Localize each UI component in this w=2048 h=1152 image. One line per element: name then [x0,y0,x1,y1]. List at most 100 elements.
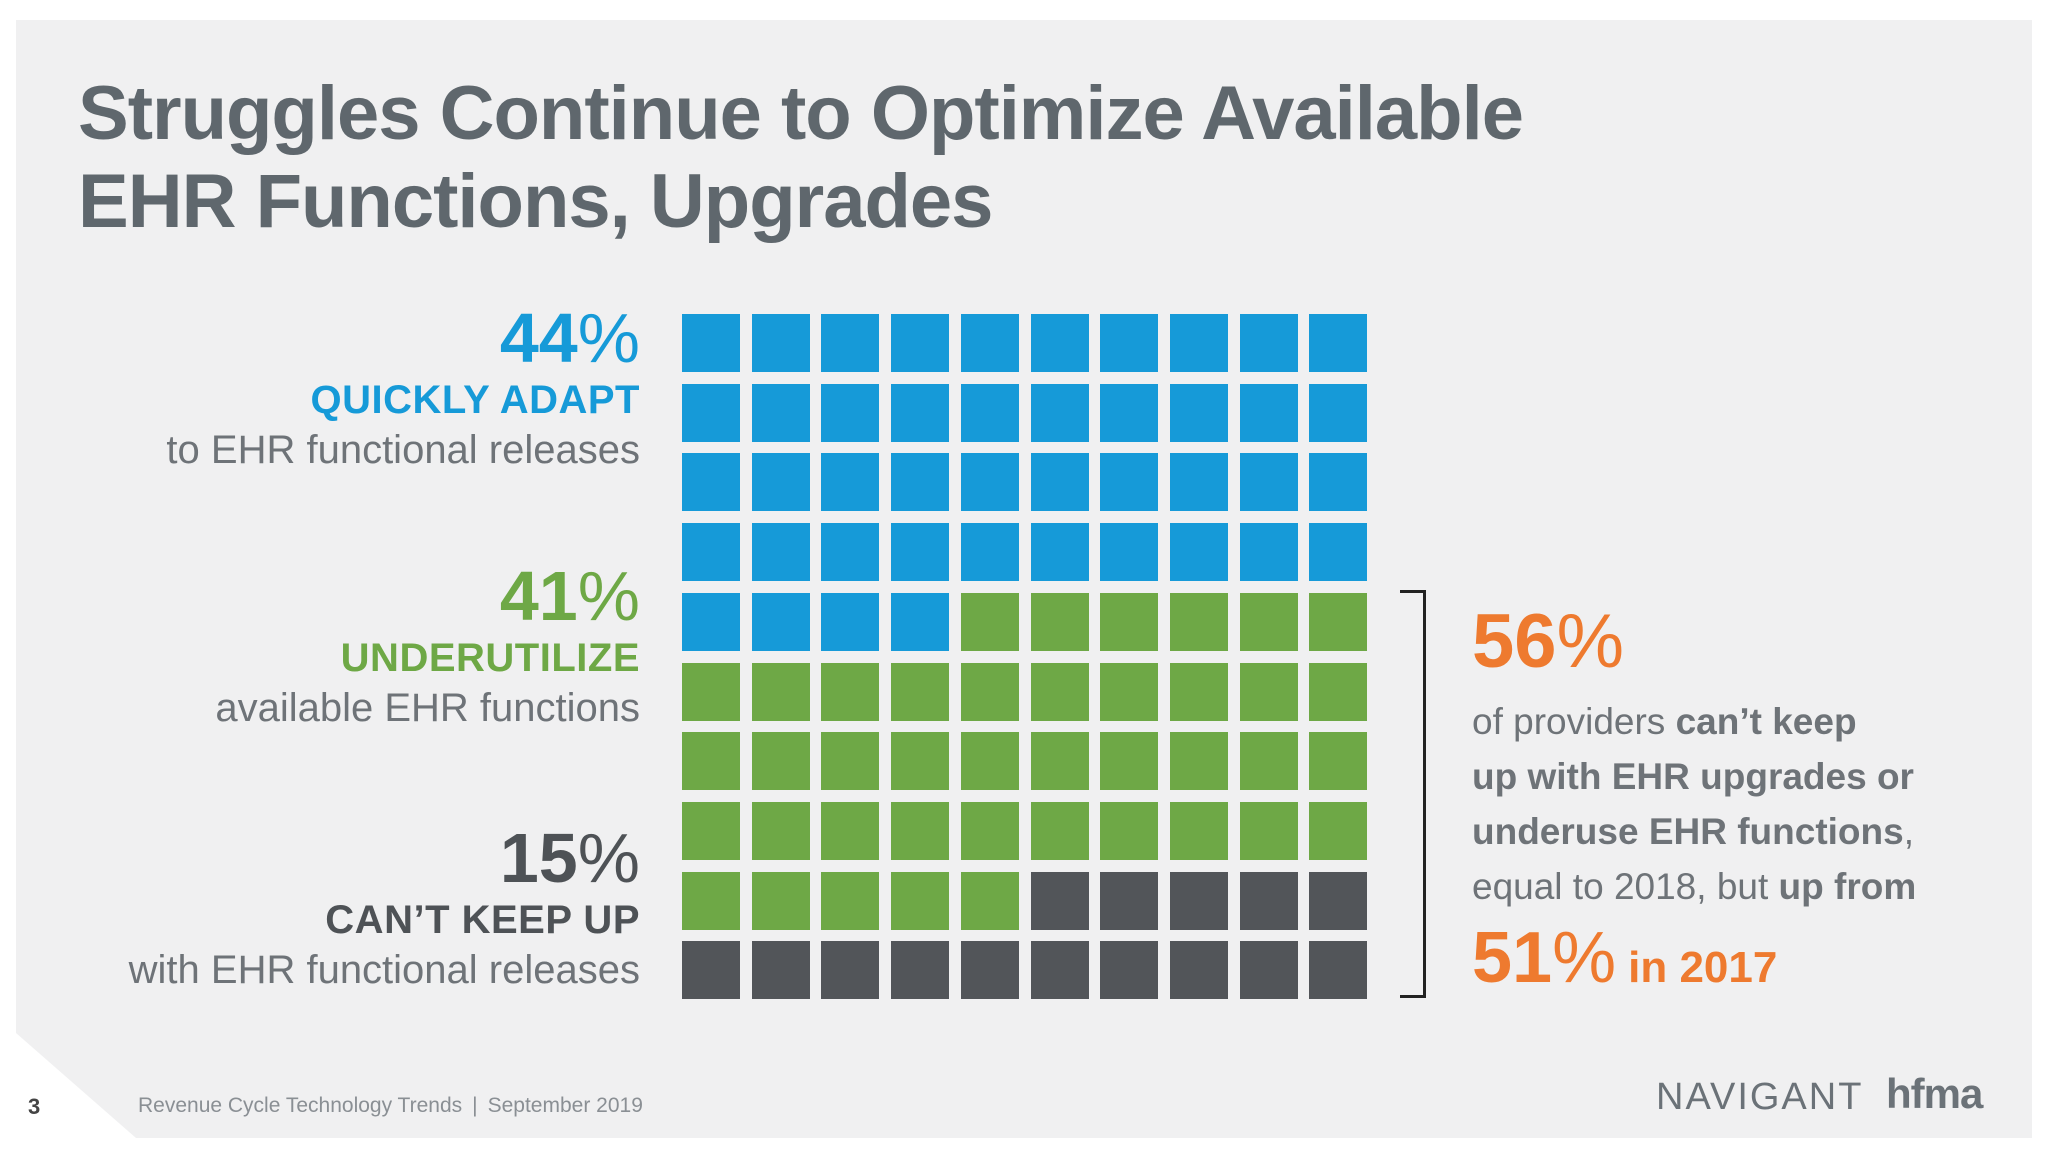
waffle-cell [682,941,740,1000]
waffle-cell [1309,314,1368,372]
waffle-cell [1100,941,1159,1000]
waffle-chart [682,314,1370,1002]
waffle-cell [1309,592,1368,651]
waffle-cell [821,662,880,721]
waffle-cell [960,941,1019,1000]
underutilize-caption: UNDERUTILIZE [340,636,640,680]
waffle-cell [751,523,810,582]
waffle-cell [751,383,810,442]
waffle-cell [1169,801,1228,860]
label-underutilize: 41% UNDERUTILIZE available EHR functions [215,558,640,734]
waffle-cell [1100,453,1159,512]
cant-keep-up-caption: CAN’T KEEP UP [325,898,640,942]
waffle-cell [1239,383,1298,442]
quickly-adapt-percent: 44% [499,299,640,377]
waffle-cell [1100,314,1159,372]
waffle-cell [682,871,740,930]
waffle-cell [1100,871,1159,930]
waffle-cell [1169,732,1228,791]
waffle-cell [1239,314,1298,372]
underutilize-subtext: available EHR functions [215,686,640,730]
waffle-cell [821,453,880,512]
waffle-cell [1309,732,1368,791]
waffle-cell [1309,871,1368,930]
waffle-cell [1030,523,1089,582]
waffle-cell [1239,523,1298,582]
waffle-cell [960,871,1019,930]
waffle-cell [821,871,880,930]
slide-background [16,20,2032,1138]
waffle-cell [1100,592,1159,651]
title-line-2: EHR Functions, Upgrades [78,159,993,244]
waffle-cell [891,732,950,791]
underutilize-percent: 41% [499,557,640,635]
waffle-cell [682,383,740,442]
waffle-cell [751,314,810,372]
waffle-cell [1239,592,1298,651]
waffle-cell [821,314,880,372]
waffle-cell [1100,662,1159,721]
waffle-cell [960,662,1019,721]
callout-text: of providers can’t keep up with EHR upgr… [1472,701,1917,907]
waffle-cell [1309,941,1368,1000]
waffle-cell [821,941,880,1000]
waffle-cell [960,523,1019,582]
bracket [1400,590,1426,998]
waffle-cell [1169,523,1228,582]
waffle-cell [1030,453,1089,512]
waffle-cell [891,592,950,651]
waffle-cell [1309,523,1368,582]
waffle-cell [821,523,880,582]
waffle-cell [1030,662,1089,721]
waffle-cell [1100,383,1159,442]
waffle-cell [891,383,950,442]
quickly-adapt-caption: QUICKLY ADAPT [310,378,640,422]
waffle-cell [682,592,740,651]
waffle-cell [1239,871,1298,930]
waffle-cell [1239,801,1298,860]
waffle-cell [682,453,740,512]
waffle-cell [1100,732,1159,791]
waffle-cell [751,592,810,651]
footer-text: Revenue Cycle Technology Trends | Septembe… [138,1094,643,1117]
waffle-cell [891,801,950,860]
waffle-cell [1100,801,1159,860]
waffle-cell [1309,453,1368,512]
waffle-cell [1030,592,1089,651]
callout: 56% of providers can’t keep up with EHR … [1472,600,2012,1008]
waffle-cell [960,453,1019,512]
waffle-cell [960,732,1019,791]
waffle-cell [821,383,880,442]
cant-keep-up-subtext: with EHR functional releases [128,948,640,992]
waffle-cell [751,941,810,1000]
waffle-cell [1169,941,1228,1000]
waffle-cell [960,314,1019,372]
waffle-cell [891,523,950,582]
waffle-cell [821,801,880,860]
waffle-cell [1239,662,1298,721]
waffle-cell [1169,453,1228,512]
waffle-cell [682,314,740,372]
waffle-cell [960,592,1019,651]
waffle-cell [1169,383,1228,442]
waffle-cell [1030,314,1089,372]
waffle-cell [1030,801,1089,860]
waffle-cell [751,662,810,721]
waffle-cell [891,871,950,930]
waffle-cell [1309,662,1368,721]
waffle-cell [682,523,740,582]
waffle-cell [751,871,810,930]
waffle-cell [891,941,950,1000]
waffle-cell [1309,383,1368,442]
waffle-cell [960,383,1019,442]
waffle-cell [1309,801,1368,860]
label-quickly-adapt: 44% QUICKLY ADAPT to EHR functional rele… [166,300,640,476]
cant-keep-up-percent: 15% [499,819,640,897]
waffle-cell [1030,871,1089,930]
waffle-cell [1169,592,1228,651]
waffle-cell [682,662,740,721]
navigant-logo: NAVIGANT [1656,1076,1864,1118]
waffle-cell [1030,941,1089,1000]
waffle-cell [821,592,880,651]
waffle-cell [1030,383,1089,442]
